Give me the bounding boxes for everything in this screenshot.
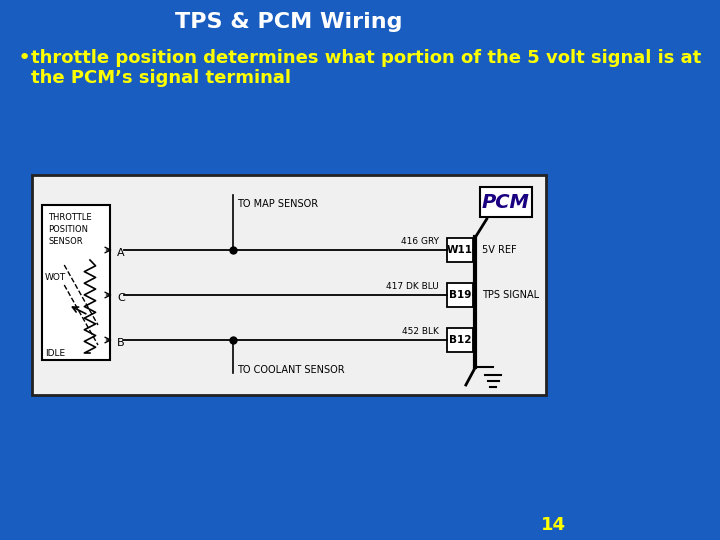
- Text: IDLE: IDLE: [45, 348, 65, 357]
- Text: A: A: [117, 248, 125, 258]
- Text: WOT: WOT: [45, 273, 66, 281]
- Text: W11: W11: [447, 245, 473, 255]
- Bar: [446, 283, 473, 307]
- Text: TPS SIGNAL: TPS SIGNAL: [482, 290, 539, 300]
- Text: 417 DK BLU: 417 DK BLU: [386, 282, 438, 291]
- Text: B12: B12: [449, 335, 471, 345]
- Bar: [42, 205, 110, 360]
- Text: C: C: [117, 293, 125, 303]
- Text: TO MAP SENSOR: TO MAP SENSOR: [237, 199, 318, 209]
- Bar: [480, 187, 531, 217]
- Bar: [446, 328, 473, 352]
- Text: 416 GRY: 416 GRY: [400, 237, 438, 246]
- Text: throttle position determines what portion of the 5 volt signal is at: throttle position determines what portio…: [30, 49, 701, 67]
- Text: 452 BLK: 452 BLK: [402, 327, 438, 336]
- Text: TPS & PCM Wiring: TPS & PCM Wiring: [176, 12, 403, 32]
- Text: 5V REF: 5V REF: [482, 245, 516, 255]
- Text: THROTTLE
POSITION
SENSOR: THROTTLE POSITION SENSOR: [48, 213, 92, 246]
- Bar: [446, 238, 473, 262]
- Text: the PCM’s signal terminal: the PCM’s signal terminal: [30, 69, 291, 87]
- Text: •: •: [18, 48, 31, 68]
- Bar: [32, 175, 546, 395]
- Text: PCM: PCM: [482, 192, 529, 212]
- Text: B: B: [117, 338, 125, 348]
- Text: B19: B19: [449, 290, 471, 300]
- Text: TO COOLANT SENSOR: TO COOLANT SENSOR: [237, 365, 345, 375]
- Text: 14: 14: [541, 516, 566, 534]
